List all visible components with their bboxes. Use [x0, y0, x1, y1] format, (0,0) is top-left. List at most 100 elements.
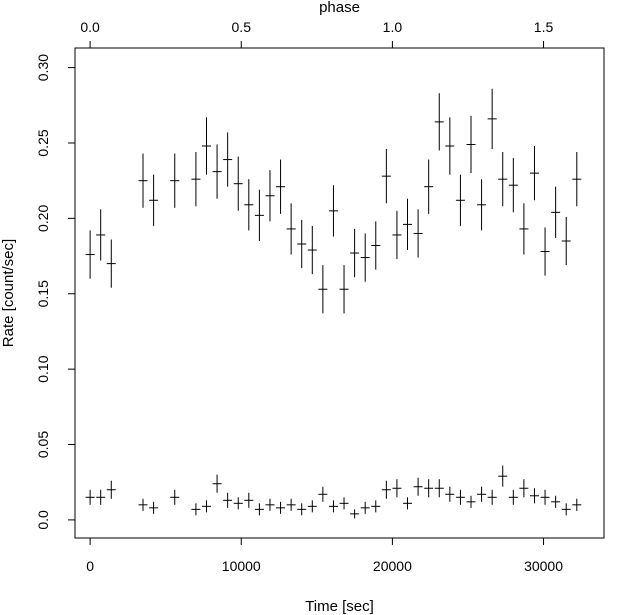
data-point — [339, 497, 349, 510]
data-point — [307, 225, 317, 275]
data-point — [434, 93, 444, 151]
data-point — [508, 158, 518, 213]
data-point — [223, 492, 233, 508]
data-point — [106, 239, 116, 288]
data-point — [149, 501, 159, 514]
data-point — [286, 203, 296, 255]
data-point — [254, 503, 264, 516]
data-point — [466, 115, 476, 174]
data-point — [540, 227, 550, 276]
data-point — [487, 88, 497, 150]
data-point — [381, 480, 391, 499]
data-point — [540, 489, 550, 505]
data-point — [191, 152, 201, 207]
data-point — [529, 146, 539, 201]
data-point — [519, 203, 529, 255]
data-point — [572, 498, 582, 511]
data-point — [424, 479, 434, 498]
x-tick-label: 0 — [86, 558, 94, 574]
data-point — [265, 498, 275, 511]
data-point — [371, 221, 381, 270]
data-point — [498, 465, 508, 487]
x-axis-title: Time [sec] — [305, 598, 374, 615]
data-point — [403, 198, 413, 251]
data-point — [360, 501, 370, 514]
data-series-layer — [85, 88, 582, 519]
data-point — [170, 153, 180, 208]
series-2 — [85, 465, 582, 519]
data-point — [445, 117, 455, 175]
data-point — [392, 479, 402, 498]
data-point — [561, 503, 571, 516]
data-point — [276, 159, 286, 214]
top-tick-label: 1.5 — [534, 19, 554, 35]
data-point — [223, 132, 233, 187]
y-tick-label: 0.10 — [35, 355, 51, 382]
data-point — [350, 228, 360, 278]
data-point — [286, 498, 296, 511]
data-point — [191, 503, 201, 516]
y-tick-label: 0.30 — [35, 54, 51, 81]
data-point — [212, 474, 222, 493]
data-point — [233, 156, 243, 211]
data-point — [466, 495, 476, 508]
y-tick-label: 0.05 — [35, 431, 51, 458]
data-point — [328, 500, 338, 513]
data-point — [403, 497, 413, 510]
data-point — [561, 216, 571, 266]
data-point — [551, 186, 561, 238]
data-point — [244, 492, 254, 508]
y-axis-left: 0.0 0.05 0.10 0.15 0.20 0.25 0.30 — [35, 54, 75, 530]
data-point — [519, 479, 529, 498]
data-point — [201, 500, 211, 513]
data-point — [434, 479, 444, 498]
data-point — [328, 185, 338, 237]
x-axis-bottom: 0 10000 20000 30000 — [86, 538, 563, 574]
data-point — [445, 486, 455, 502]
data-point — [212, 144, 222, 199]
data-point — [318, 265, 328, 314]
data-point — [307, 500, 317, 513]
data-point — [297, 219, 307, 269]
y-tick-label: 0.15 — [35, 280, 51, 307]
data-point — [318, 486, 328, 502]
data-point — [455, 489, 465, 505]
data-point — [572, 152, 582, 207]
data-point — [276, 501, 286, 514]
data-point — [350, 509, 360, 519]
series-1 — [85, 88, 582, 314]
data-point — [339, 265, 349, 314]
x-axis-top-phase: 0.0 0.5 1.0 1.5 — [80, 19, 553, 48]
data-point — [170, 489, 180, 505]
x-tick-label: 10000 — [222, 558, 261, 574]
data-point — [233, 497, 243, 510]
data-point — [487, 489, 497, 505]
x-tick-label: 20000 — [373, 558, 412, 574]
data-point — [265, 170, 275, 222]
top-tick-label: 1.0 — [383, 19, 403, 35]
data-point — [96, 209, 106, 261]
data-point — [498, 152, 508, 207]
data-point — [138, 498, 148, 511]
data-point — [96, 489, 106, 505]
data-point — [551, 495, 561, 508]
data-point — [106, 480, 116, 499]
data-point — [297, 503, 307, 516]
data-point — [477, 486, 487, 502]
data-point — [508, 489, 518, 505]
data-point — [477, 179, 487, 231]
data-point — [371, 500, 381, 513]
y-tick-label: 0.25 — [35, 129, 51, 156]
top-tick-label: 0.5 — [232, 19, 252, 35]
x-tick-label: 30000 — [524, 558, 563, 574]
data-point — [381, 149, 391, 204]
data-point — [392, 210, 402, 260]
plot-frame — [74, 47, 605, 539]
data-point — [529, 488, 539, 504]
data-point — [201, 117, 211, 175]
data-point — [85, 489, 95, 505]
data-point — [424, 159, 434, 214]
top-axis-title: phase — [319, 0, 360, 16]
top-tick-label: 0.0 — [80, 19, 100, 35]
